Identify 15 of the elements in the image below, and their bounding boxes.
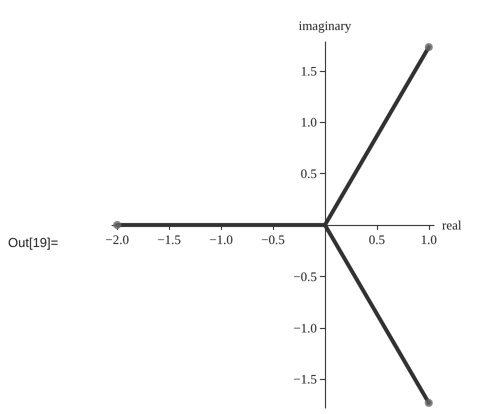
- x-axis-title: real: [442, 218, 462, 232]
- y-axis-title: imaginary: [298, 18, 352, 33]
- y-tick-label: 1.0: [300, 114, 317, 130]
- y-tick-label: −0.5: [293, 268, 317, 284]
- x-tick-label: −2.0: [105, 232, 129, 247]
- x-tick-label: 1.0: [420, 232, 437, 247]
- x-tick-label: −1.0: [209, 232, 233, 247]
- y-tick-label: −1.5: [293, 372, 317, 387]
- x-tick-label: −0.5: [261, 232, 285, 247]
- y-tick-label: 0.5: [300, 166, 317, 182]
- y-tick-label: 1.5: [300, 63, 317, 78]
- y-tick-label: −1.0: [293, 320, 317, 336]
- x-tick-label: 0.5: [368, 232, 385, 247]
- text: Out[19]=: [8, 235, 58, 250]
- x-tick-label: −1.5: [157, 232, 181, 247]
